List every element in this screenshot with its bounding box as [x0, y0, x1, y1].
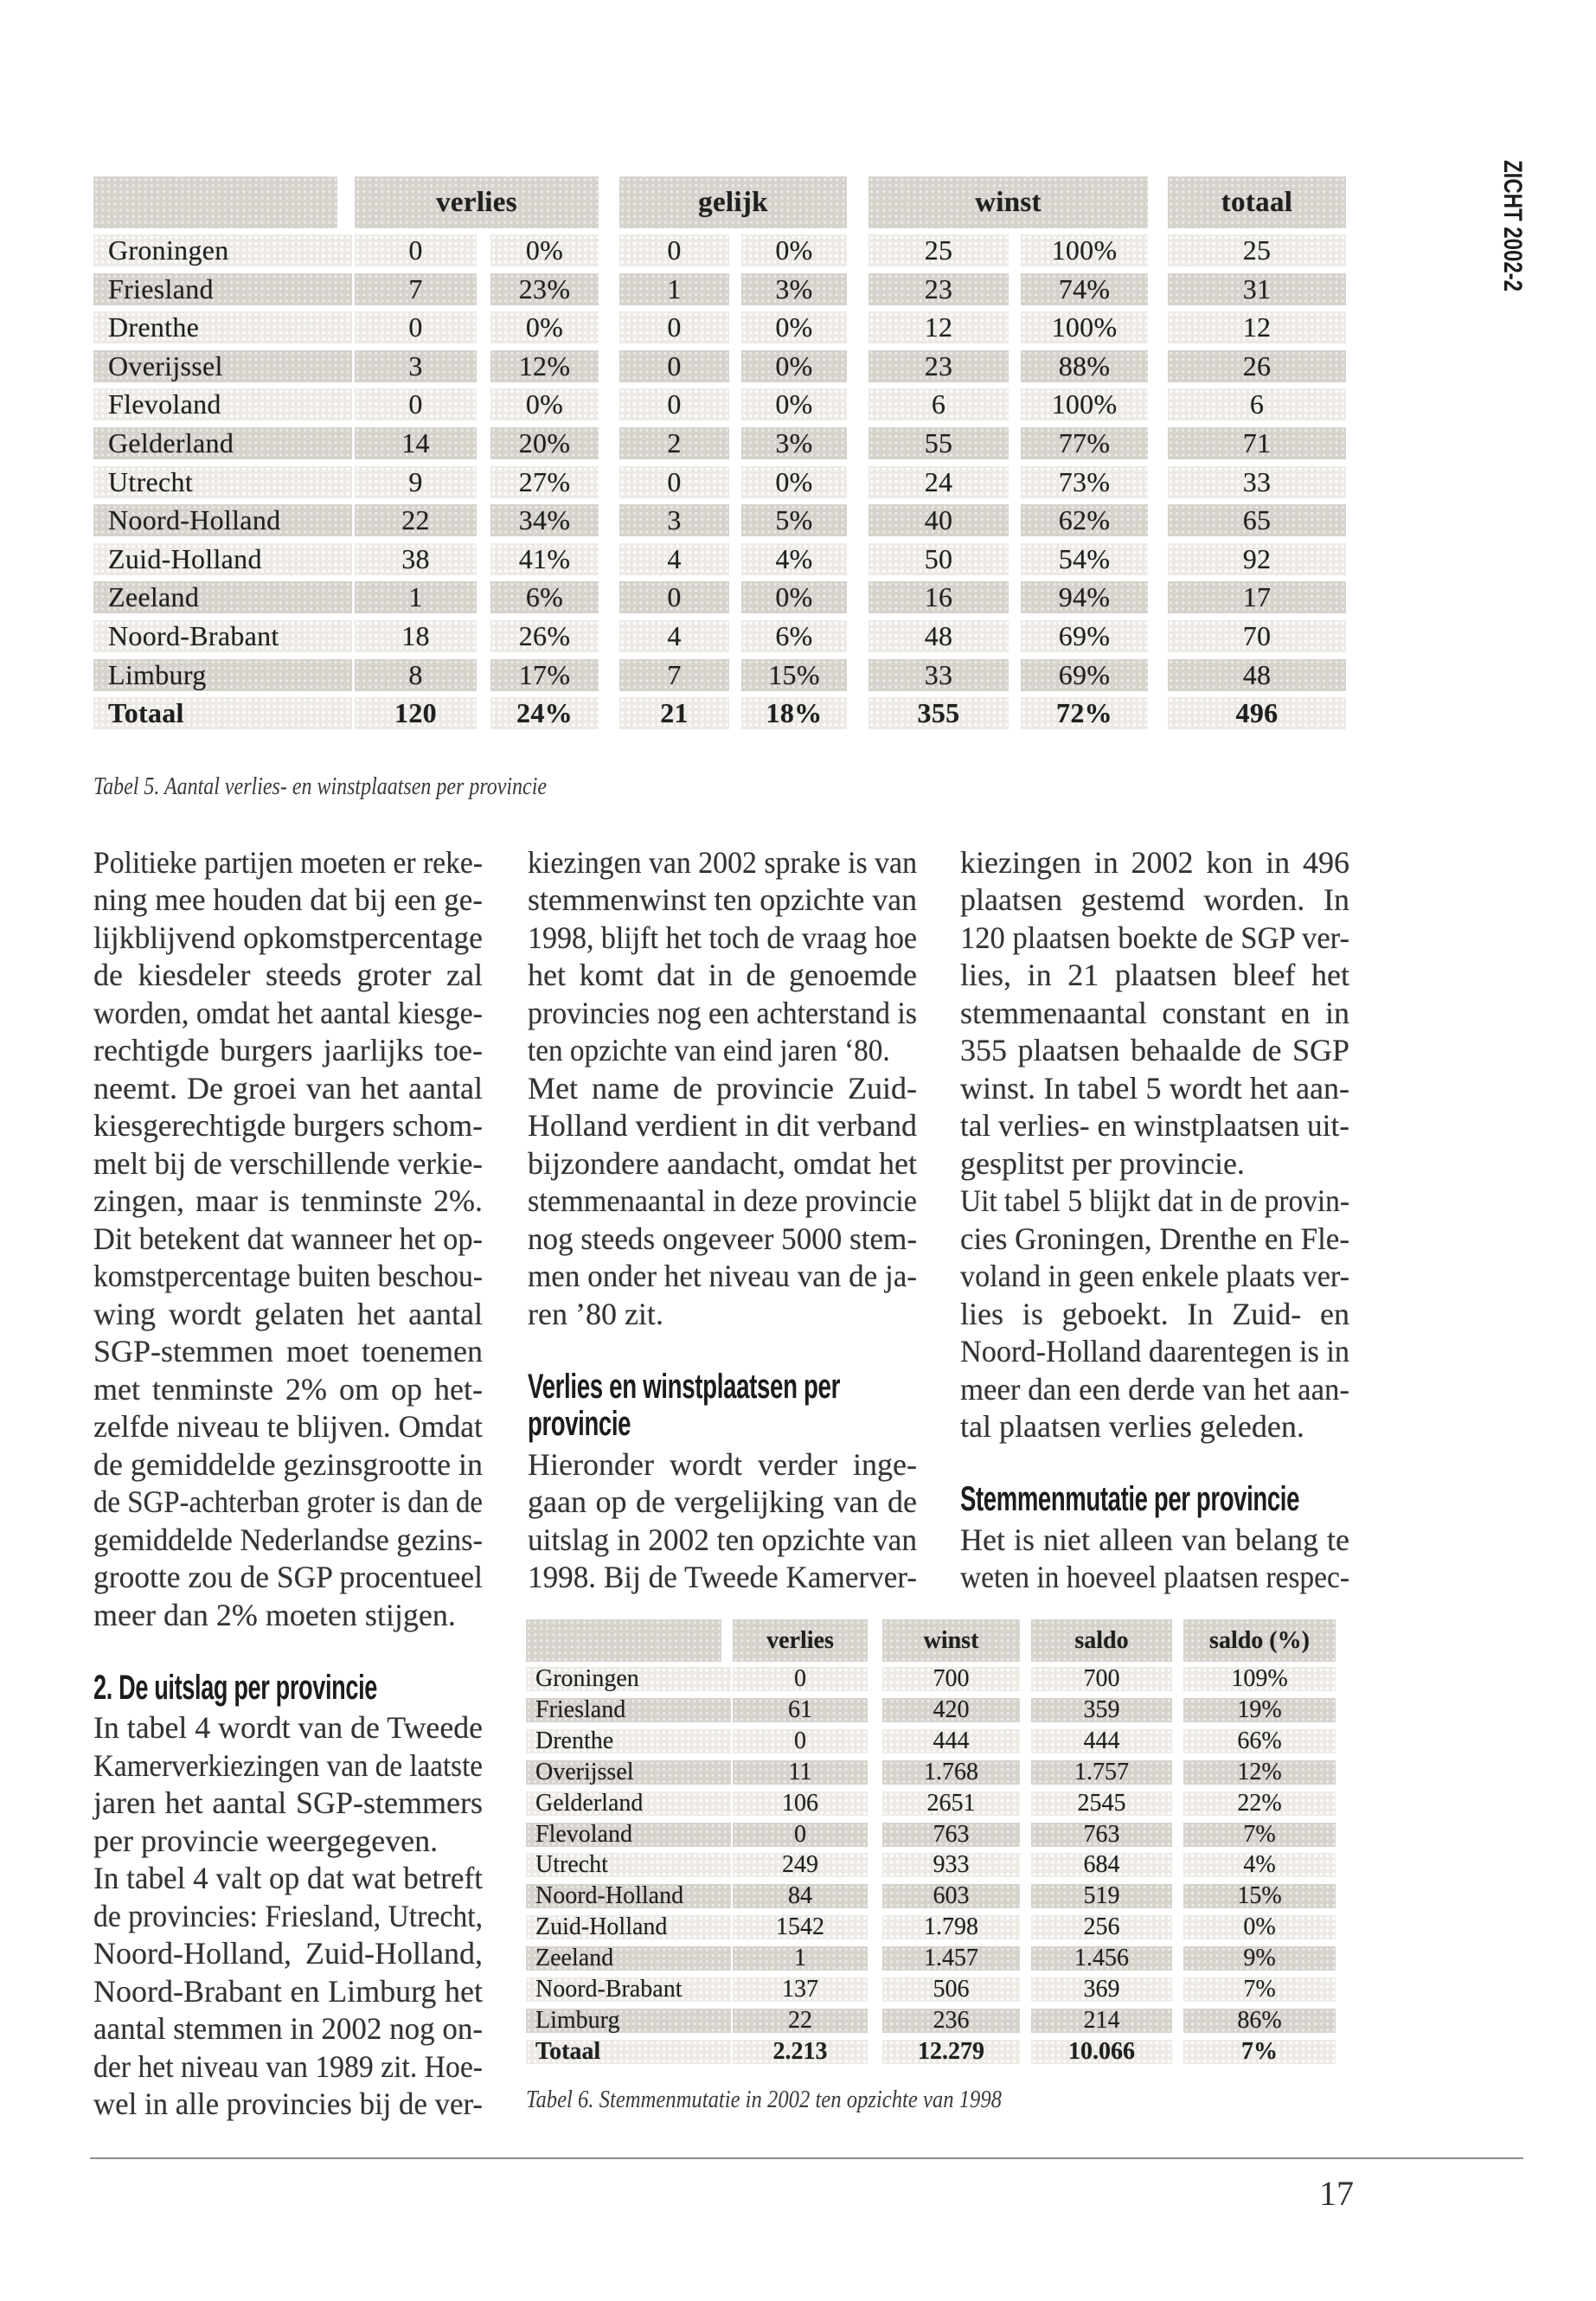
svg-text:ZICHT 2002-2: ZICHT 2002-2	[1498, 160, 1527, 292]
